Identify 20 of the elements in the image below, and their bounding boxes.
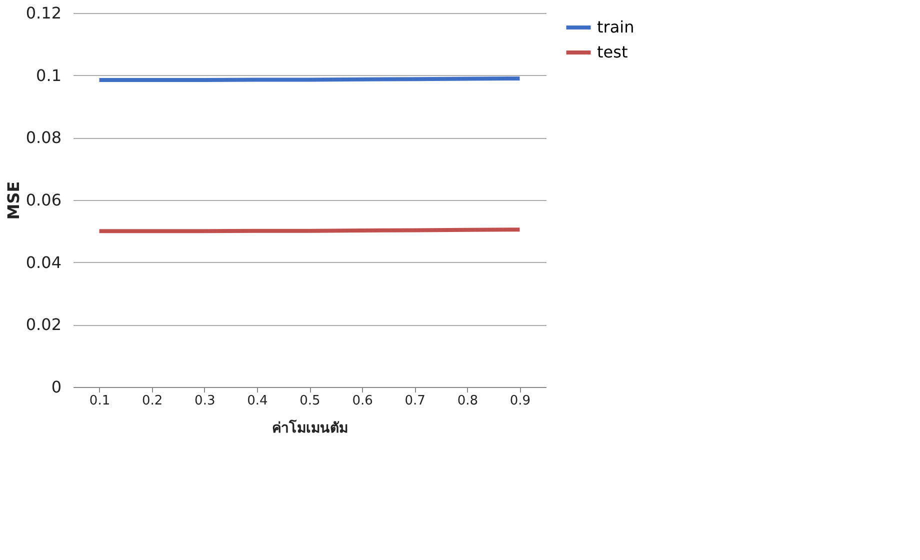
y-tick-label: 0.02: [26, 315, 62, 334]
x-tick-label: 0.5: [300, 394, 320, 408]
x-tick-label: 0.7: [404, 394, 426, 408]
y-tick-label: 0.12: [26, 4, 62, 22]
x-axis-title: ค่าโมเมนตัม: [272, 418, 348, 436]
x-tick-label: 0.9: [510, 394, 531, 408]
y-axis-title: MSE: [4, 181, 23, 220]
x-tick-label: 0.3: [194, 394, 216, 408]
y-tick-label: 0: [51, 378, 62, 396]
y-tick-label: 0.06: [26, 190, 62, 210]
x-tick-label: 0.8: [457, 394, 478, 408]
legend-label: train: [597, 18, 634, 36]
y-tick-label: 0.04: [26, 252, 62, 272]
x-tick-label: 0.6: [352, 394, 373, 408]
x-tick-label: 0.4: [247, 394, 268, 408]
y-tick-label: 0.1: [36, 66, 62, 85]
y-tick-label: 0.08: [26, 128, 62, 148]
legend-label: test: [597, 42, 628, 62]
x-tick-label: 0.2: [142, 394, 163, 408]
x-tick-label: 0.1: [89, 394, 110, 408]
